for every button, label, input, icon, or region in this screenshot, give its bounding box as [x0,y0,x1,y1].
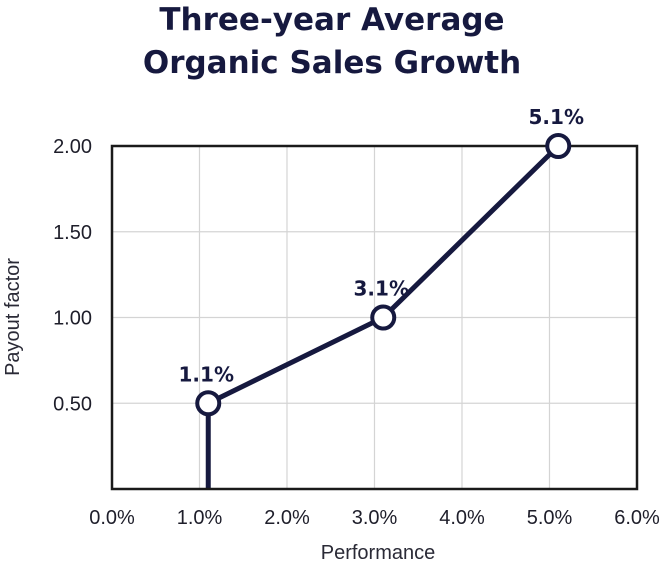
x-tick-labels: 0.0% 1.0% 2.0% 3.0% 4.0% 5.0% 6.0% [89,507,660,529]
data-label-0: 1.1% [179,362,234,386]
x-axis-label: Performance [321,542,436,564]
chart-title-line-1: Three-year Average [159,2,505,38]
y-tick-label-2: 1.50 [53,222,92,244]
x-tick-label-0: 0.0% [89,507,135,529]
marker-layer [195,133,572,417]
data-label-2: 5.1% [529,105,584,129]
y-tick-labels: 0.50 1.00 1.50 2.00 [53,136,92,415]
y-tick-label-1: 1.00 [53,308,92,330]
x-tick-label-2: 2.0% [264,507,310,529]
series-layer [205,144,560,489]
series-line-0 [205,144,560,489]
chart-title-line-2: Organic Sales Growth [142,45,522,81]
x-tick-label-1: 1.0% [177,507,223,529]
y-axis-label: Payout factor [2,258,24,376]
data-point-3 [545,133,572,159]
x-tick-label-4: 4.0% [439,507,485,529]
y-tick-label-3: 2.00 [53,136,92,158]
data-label-layer: 1.1% 3.1% 5.1% [179,105,584,386]
plot-frame [110,144,639,491]
data-point-2 [370,304,397,331]
x-tick-label-5: 5.0% [527,507,573,529]
data-label-1: 3.1% [354,277,409,301]
x-tick-label-3: 3.0% [352,507,398,529]
data-point-1 [195,390,222,417]
y-tick-label-0: 0.50 [53,393,92,415]
x-tick-label-6: 6.0% [614,507,660,529]
